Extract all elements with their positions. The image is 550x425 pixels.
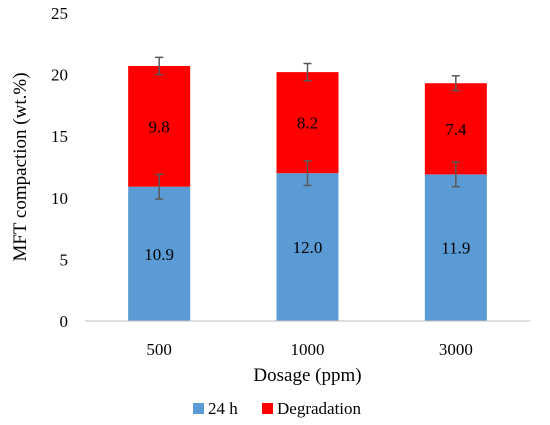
- data-label: 8.2: [297, 114, 318, 133]
- bar-top: [128, 65, 191, 187]
- legend-swatch: [262, 403, 273, 414]
- legend: 24 h Degradation: [193, 399, 362, 418]
- y-tick-label: 20: [51, 66, 68, 85]
- legend-label: Degradation: [277, 399, 362, 418]
- data-label: 12.0: [293, 238, 323, 257]
- data-label: 10.9: [144, 245, 174, 264]
- data-labels: 10.9 9.8 12.0 8.2 11.9 7.4: [144, 114, 470, 264]
- y-tick-label: 15: [51, 127, 68, 146]
- y-tick-label: 25: [51, 4, 68, 23]
- x-tick-label: 1000: [291, 340, 325, 359]
- data-label: 9.8: [149, 117, 170, 136]
- data-label: 7.4: [445, 120, 467, 139]
- y-axis-title: MFT compaction (wt.%): [10, 72, 31, 261]
- bar-top: [424, 83, 487, 175]
- bar-base: [424, 174, 487, 321]
- legend-swatch: [193, 403, 204, 414]
- y-tick-label: 5: [60, 250, 69, 269]
- bar-top: [276, 72, 339, 174]
- x-axis-title: Dosage (ppm): [253, 365, 361, 386]
- x-tick-label: 3000: [439, 340, 473, 359]
- bar-base: [276, 173, 339, 321]
- bar-base: [128, 186, 191, 321]
- data-label: 11.9: [441, 239, 470, 258]
- x-axis-ticks: 500 1000 3000: [146, 340, 472, 359]
- y-axis-ticks: 0 5 10 15 20 25: [51, 4, 68, 331]
- y-tick-label: 0: [60, 312, 69, 331]
- y-tick-label: 10: [51, 189, 68, 208]
- error-bars: [155, 56, 460, 200]
- bars: [128, 65, 487, 321]
- x-tick-label: 500: [146, 340, 172, 359]
- legend-label: 24 h: [208, 399, 238, 418]
